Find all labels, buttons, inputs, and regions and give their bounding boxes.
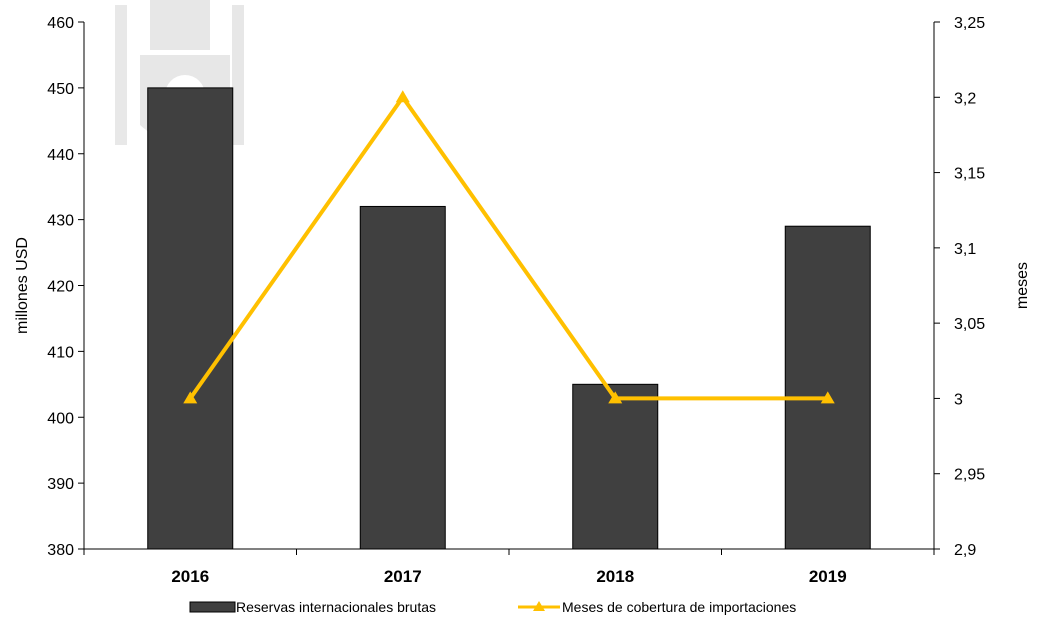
left-tick-label: 430: [47, 213, 74, 230]
right-tick-label: 2,95: [954, 467, 985, 484]
left-tick-label: 450: [47, 81, 74, 98]
bar-2017: [359, 205, 446, 550]
x-tick-label-2016: 2016: [171, 567, 209, 586]
left-tick-label: 420: [47, 279, 74, 296]
line-marker-2016: [183, 391, 198, 404]
right-tick-label: 3,05: [954, 316, 985, 333]
bar-2018: [572, 383, 659, 550]
x-tick-label-2018: 2018: [596, 567, 634, 586]
legend-swatch-bar: [189, 601, 236, 613]
left-tick-label: 440: [47, 147, 74, 164]
left-tick-label: 400: [47, 410, 74, 427]
bar-2019: [784, 225, 871, 550]
right-tick-label: 3: [954, 391, 963, 408]
y-axis-title: millones USD: [14, 237, 31, 334]
line-marker-2017: [395, 90, 410, 103]
legend-label-bar: Reservas internacionales brutas: [236, 599, 436, 615]
x-tick-label-2019: 2019: [809, 567, 847, 586]
left-tick-label: 410: [47, 344, 74, 361]
legend-swatch-marker: [533, 601, 545, 611]
right-tick-label: 3,2: [954, 90, 976, 107]
line-marker-2019: [820, 391, 835, 404]
legend-label-line: Meses de cobertura de importaciones: [562, 599, 796, 615]
right-tick-label: 3,1: [954, 241, 976, 258]
right-tick-label: 2,9: [954, 542, 976, 559]
line-marker-2018: [608, 391, 623, 404]
left-tick-label: 390: [47, 476, 74, 493]
left-tick-label: 460: [47, 15, 74, 32]
y2-axis-title: meses: [1014, 262, 1031, 309]
right-tick-label: 3,15: [954, 166, 985, 183]
line-series-meses: [188, 95, 828, 401]
left-tick-label: 380: [47, 542, 74, 559]
bar-2016: [147, 87, 234, 550]
right-tick-label: 3,25: [954, 15, 985, 32]
x-tick-label-2017: 2017: [384, 567, 422, 586]
